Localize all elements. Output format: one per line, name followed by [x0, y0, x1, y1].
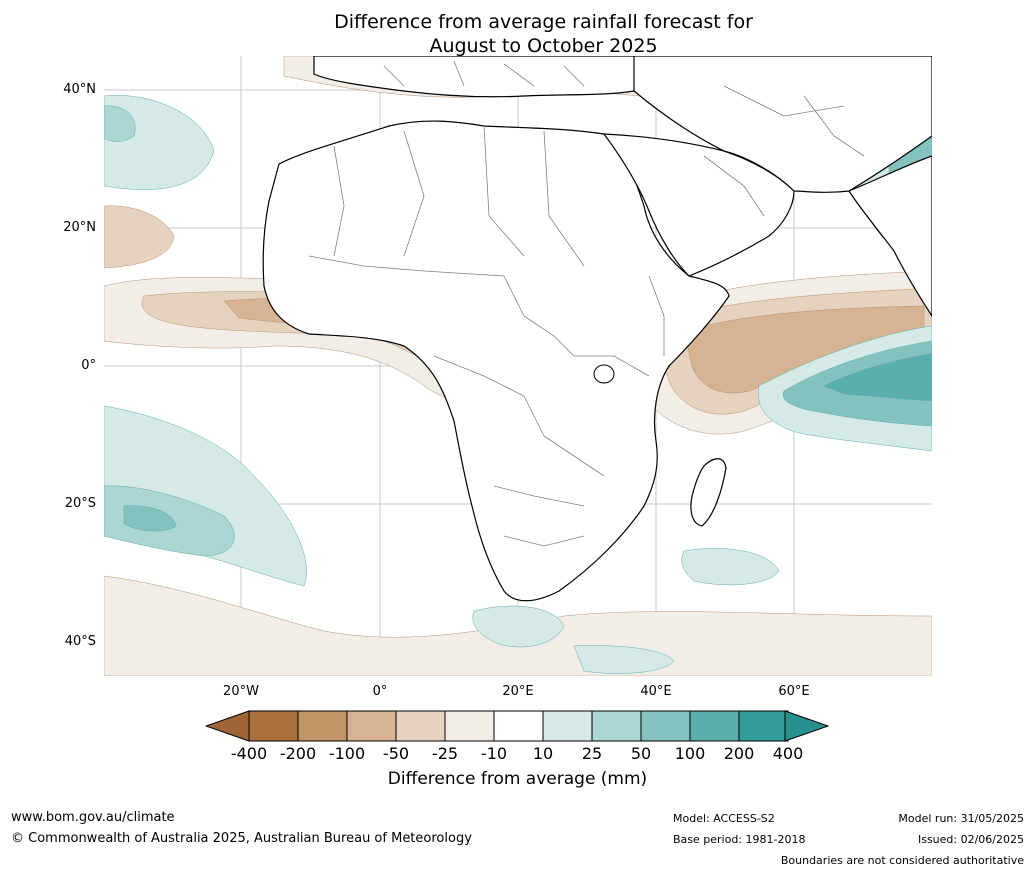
- lat-label-20n: 20°N: [63, 220, 96, 235]
- lat-label-40s: 40°S: [64, 634, 96, 649]
- dry-band-west-atlantic: [104, 205, 175, 269]
- india-outline: [848, 155, 932, 318]
- colorbar: [204, 710, 830, 748]
- issued-date: Issued: 02/06/2025: [917, 833, 1024, 846]
- colorbar-svg: [204, 710, 830, 742]
- arabian-peninsula-outline: [602, 133, 795, 277]
- colorbar-tick-label: 25: [581, 744, 603, 763]
- lon-label-40e: 40°E: [640, 684, 672, 699]
- colorbar-tick-label: 10: [532, 744, 554, 763]
- lakes: [593, 364, 615, 384]
- lat-label-20s: 20°S: [64, 496, 96, 511]
- map-canvas: [104, 56, 932, 676]
- wet-south-atlantic-inner: [123, 505, 177, 532]
- rainfall-anomaly-map: [104, 56, 932, 676]
- model-name: Model: ACCESS-S2: [673, 812, 775, 825]
- colorbar-swatch: [248, 710, 299, 742]
- colorbar-swatch: [738, 710, 789, 742]
- lon-label-0: 0°: [372, 684, 388, 699]
- colorbar-swatch: [395, 710, 446, 742]
- boundaries-disclaimer: Boundaries are not considered authoritat…: [780, 854, 1024, 867]
- colorbar-tick-label: 400: [772, 744, 804, 763]
- wet-southern-tip: [472, 605, 565, 648]
- colorbar-swatch: [640, 710, 691, 742]
- wet-southern-ocean-east: [573, 645, 675, 674]
- colorbar-swatch: [689, 710, 740, 742]
- wet-south-indian-ocean-inner: [823, 353, 932, 402]
- colorbar-tick-label: -25: [431, 744, 459, 763]
- colorbar-swatch: [591, 710, 642, 742]
- colorbar-high-extend: [784, 710, 830, 742]
- lon-label-20e: 20°E: [502, 684, 534, 699]
- lake-victoria: [593, 364, 615, 384]
- title-line-1: Difference from average rainfall forecas…: [334, 11, 753, 33]
- colorbar-title: Difference from average (mm): [387, 769, 648, 789]
- lat-label-equator: 0°: [81, 358, 96, 373]
- middle-east-outline: [633, 56, 932, 193]
- title-line-2: August to October 2025: [429, 35, 658, 57]
- colorbar-tick-label: -50: [382, 744, 410, 763]
- copyright-text: © Commonwealth of Australia 2025, Austra…: [11, 831, 472, 846]
- colorbar-tick-label: -10: [480, 744, 508, 763]
- colorbar-low-extend: [204, 710, 250, 742]
- colorbar-swatch: [444, 710, 495, 742]
- wet-mozambique-channel: [681, 548, 780, 586]
- lon-label-20w: 20°W: [223, 684, 259, 699]
- colorbar-tick-label: -200: [279, 744, 317, 763]
- colorbar-swatch: [297, 710, 348, 742]
- africa-outline: [262, 120, 730, 602]
- country-borders: [308, 60, 865, 547]
- colorbar-tick-label: -400: [230, 744, 268, 763]
- model-run-date: Model run: 31/05/2025: [898, 812, 1024, 825]
- lat-label-40n: 40°N: [63, 82, 96, 97]
- map-title: Difference from average rainfall forecas…: [0, 10, 1035, 58]
- madagascar-outline: [690, 458, 727, 527]
- colorbar-swatch: [346, 710, 397, 742]
- wet-north-atlantic-core: [104, 105, 136, 142]
- colorbar-swatch: [493, 710, 544, 742]
- website-link[interactable]: www.bom.gov.au/climate: [11, 810, 175, 825]
- lon-label-60e: 60°E: [778, 684, 810, 699]
- land-masses: [262, 56, 932, 602]
- colorbar-tick-label: -100: [328, 744, 366, 763]
- colorbar-tick-label: 200: [723, 744, 755, 763]
- europe-outline: [313, 56, 646, 98]
- base-period: Base period: 1981-2018: [673, 833, 806, 846]
- colorbar-tick-label: 50: [630, 744, 652, 763]
- colorbar-tick-label: 100: [674, 744, 706, 763]
- colorbar-swatch: [542, 710, 593, 742]
